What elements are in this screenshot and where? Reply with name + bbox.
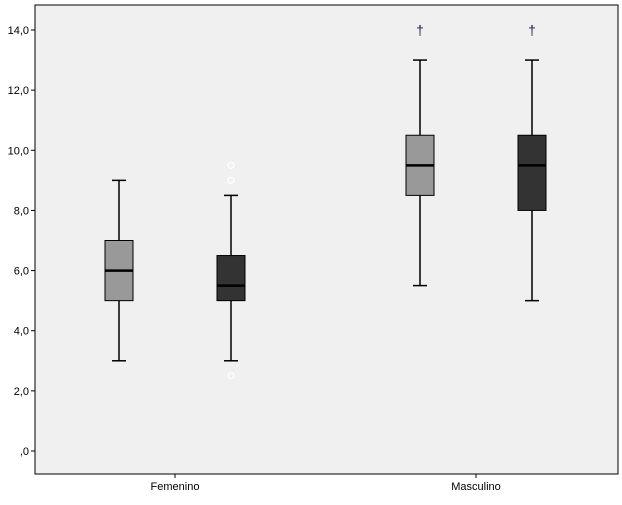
- outlier-point: [227, 176, 235, 184]
- y-tick-label: 4,0: [14, 326, 29, 338]
- plot-area: [34, 4, 619, 475]
- x-tick-label: Masculino: [451, 481, 501, 493]
- extreme-marker: †: [416, 22, 424, 38]
- y-tick-label: 2,0: [14, 386, 29, 398]
- y-tick-label: ,0: [20, 446, 29, 458]
- y-tick-label: 12,0: [8, 85, 29, 97]
- outlier-point: [227, 372, 235, 380]
- y-tick-label: 8,0: [14, 205, 29, 217]
- y-tick-label: 10,0: [8, 145, 29, 157]
- box-iqr: [216, 255, 246, 302]
- outlier-point: [227, 161, 235, 169]
- extreme-marker: †: [528, 22, 536, 38]
- y-tick-label: 14,0: [8, 25, 29, 37]
- x-tick-label: Femenino: [151, 481, 200, 493]
- y-tick-label: 6,0: [14, 266, 29, 278]
- box-iqr: [517, 134, 547, 211]
